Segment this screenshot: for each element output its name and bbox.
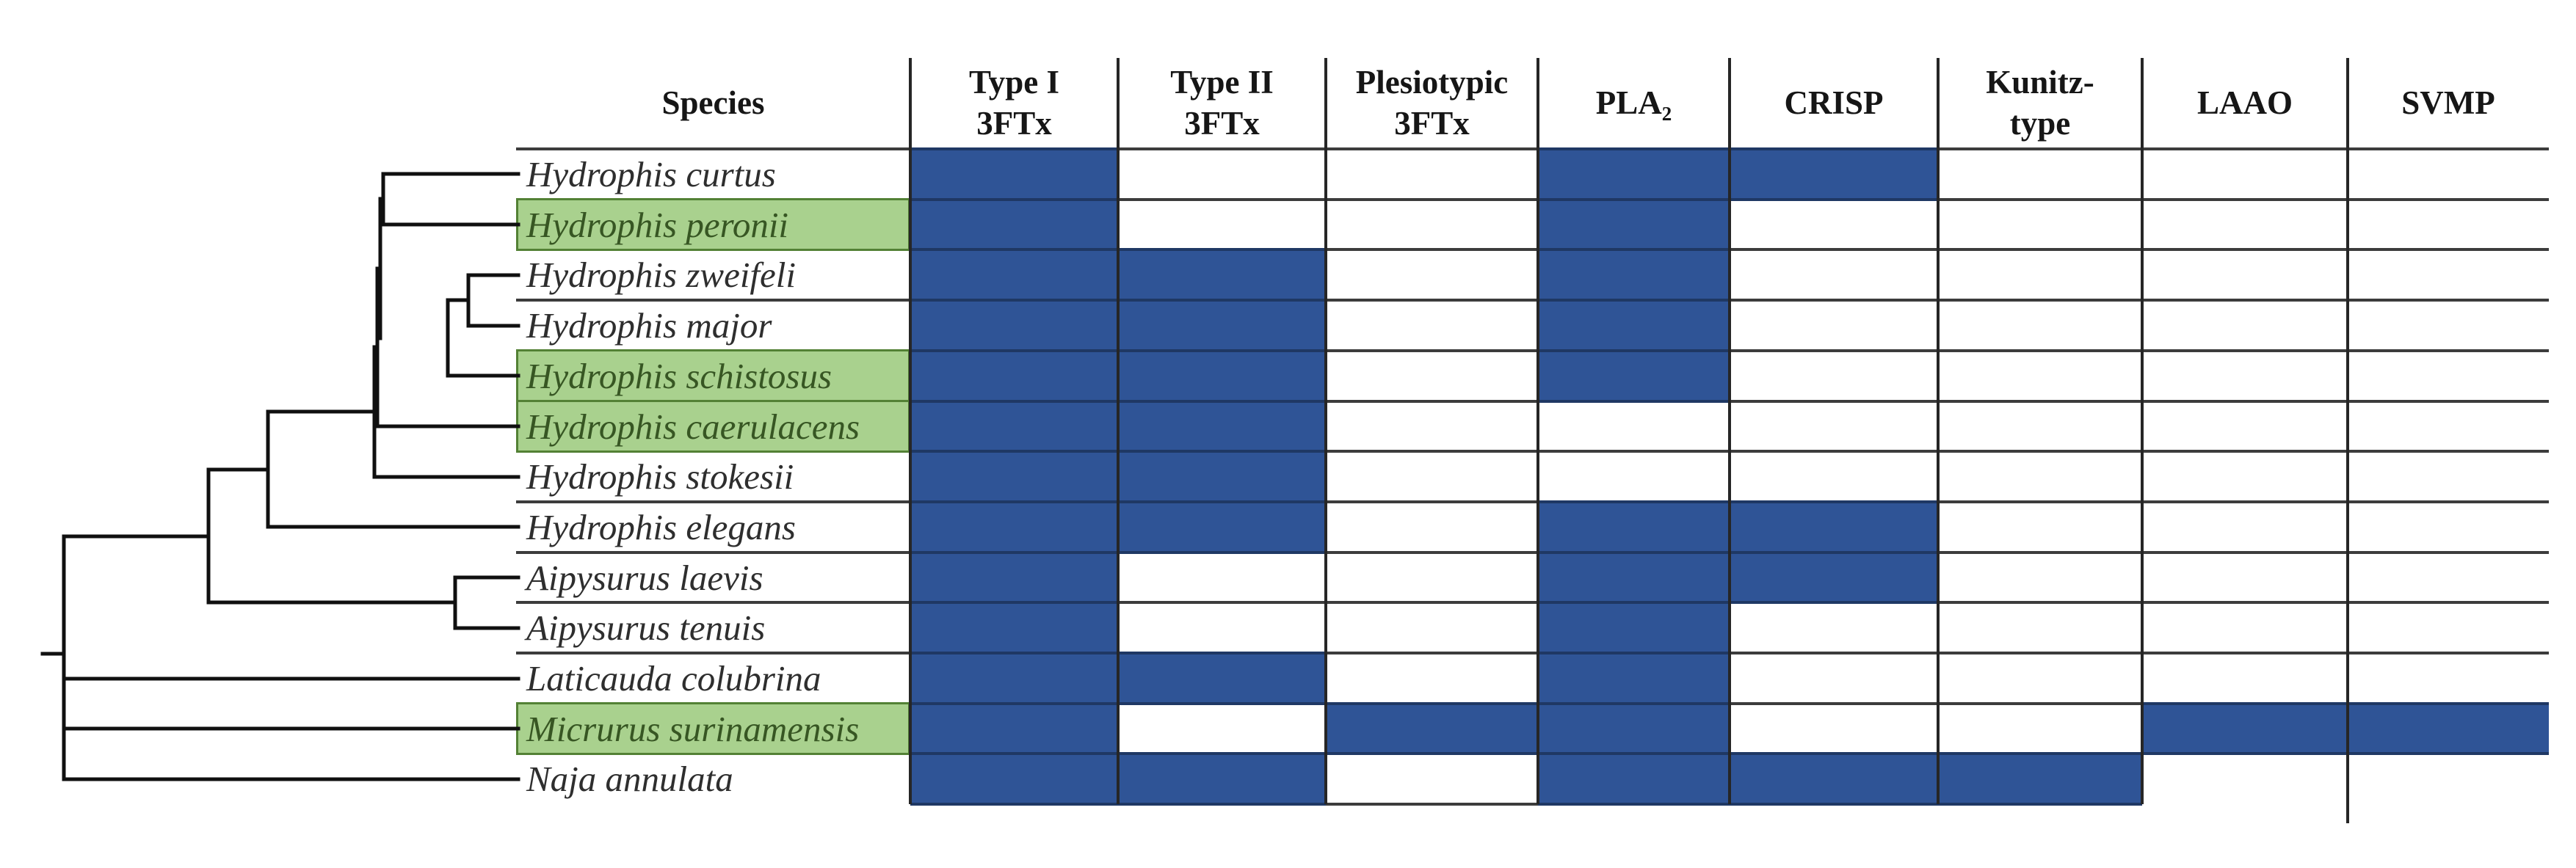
column-divider <box>1728 58 1731 804</box>
column-header-crisp: CRISP <box>1687 60 1981 145</box>
presence-cell-type1-3ftx <box>910 601 1118 654</box>
row-separator-line <box>516 198 2549 201</box>
presence-cell-plesiotypic-3ftx <box>1326 702 1538 755</box>
species-label: Laticauda colubrina <box>526 658 821 699</box>
presence-cell-pla2 <box>1538 551 1730 604</box>
species-label: Naja annulata <box>526 759 733 799</box>
column-header-plesiotypic-3ftx: Plesiotypic 3FTx <box>1285 60 1579 145</box>
presence-cell-pla2 <box>1538 601 1730 654</box>
presence-cell-type1-3ftx <box>910 147 1118 201</box>
presence-cell-type2-3ftx <box>1118 299 1326 352</box>
column-header-text: Type II <box>1170 64 1274 101</box>
presence-cell-type2-3ftx <box>1118 652 1326 705</box>
presence-cell-type2-3ftx <box>1118 349 1326 403</box>
column-divider <box>909 58 912 804</box>
presence-cell-pla2 <box>1538 198 1730 251</box>
column-header-text: PLA₂ <box>1595 84 1672 121</box>
column-divider <box>2346 58 2349 823</box>
presence-cell-pla2 <box>1538 500 1730 554</box>
column-header-text: Kunitz- <box>1986 64 2094 101</box>
presence-cell-type2-3ftx <box>1118 248 1326 302</box>
species-label: Hydrophis schistosus <box>526 356 832 396</box>
row-separator-line <box>910 803 2142 806</box>
presence-cell-pla2 <box>1538 299 1730 352</box>
presence-cell-pla2 <box>1538 349 1730 403</box>
row-separator-line <box>516 400 2549 403</box>
column-header-kunitz-type: Kunitz-type <box>1893 60 2187 145</box>
column-header-text: LAAO <box>2196 84 2293 121</box>
row-separator-line <box>516 601 2549 604</box>
presence-cell-pla2 <box>1538 702 1730 755</box>
species-label: Hydrophis caerulacens <box>526 406 860 447</box>
presence-cell-type1-3ftx <box>910 551 1118 604</box>
presence-cell-crisp <box>1730 500 1938 554</box>
presence-cell-type1-3ftx <box>910 400 1118 453</box>
column-divider <box>1937 58 1940 804</box>
column-header-text: CRISP <box>1784 84 1884 121</box>
species-label: Hydrophis major <box>526 305 772 346</box>
presence-cell-laao <box>2142 702 2348 755</box>
species-label: Hydrophis peronii <box>526 204 789 245</box>
column-divider <box>1117 58 1120 804</box>
presence-cell-type1-3ftx <box>910 450 1118 503</box>
column-header-svmp: SVMP <box>2301 60 2576 145</box>
presence-cell-type2-3ftx <box>1118 500 1326 554</box>
row-separator-line <box>516 349 2549 352</box>
column-header-laao: LAAO <box>2098 60 2392 145</box>
column-header-text: Species <box>661 84 765 121</box>
presence-cell-crisp <box>1730 752 1938 806</box>
presence-cell-pla2 <box>1538 752 1730 806</box>
column-header-type1-3ftx: Type I 3FTx <box>868 60 1161 145</box>
row-separator-line <box>516 299 2549 302</box>
presence-cell-type2-3ftx <box>1118 450 1326 503</box>
row-separator-line <box>516 450 2549 453</box>
presence-cell-type1-3ftx <box>910 652 1118 705</box>
presence-cell-type1-3ftx <box>910 500 1118 554</box>
header-underline <box>516 147 2549 150</box>
species-label: Hydrophis elegans <box>526 507 796 547</box>
column-divider <box>1536 58 1539 804</box>
presence-cell-kunitz-type <box>1938 752 2142 806</box>
presence-cell-type1-3ftx <box>910 248 1118 302</box>
presence-cell-type1-3ftx <box>910 752 1118 806</box>
column-header-pla2: PLA₂ <box>1487 60 1781 145</box>
column-header-text: Plesiotypic <box>1355 64 1509 101</box>
presence-cell-type1-3ftx <box>910 702 1118 755</box>
species-label: Micrurus surinamensis <box>526 708 860 749</box>
presence-cell-pla2 <box>1538 652 1730 705</box>
column-header-text: 3FTx <box>1184 105 1260 142</box>
column-divider <box>1324 58 1327 804</box>
row-separator-line <box>516 652 2549 654</box>
presence-cell-crisp <box>1730 551 1938 604</box>
species-label: Aipysurus laevis <box>526 557 763 598</box>
species-label: Hydrophis stokesii <box>526 456 794 497</box>
presence-cell-type2-3ftx <box>1118 752 1326 806</box>
column-divider <box>2141 58 2144 804</box>
column-header-text: 3FTx <box>976 105 1052 142</box>
column-header-text: SVMP <box>2401 84 2495 121</box>
row-separator-line <box>516 500 2549 503</box>
column-header-type2-3ftx: Type II 3FTx <box>1075 60 1369 145</box>
column-header-text: Type I <box>969 64 1059 101</box>
presence-cell-type1-3ftx <box>910 198 1118 251</box>
presence-cell-pla2 <box>1538 147 1730 201</box>
presence-cell-type1-3ftx <box>910 349 1118 403</box>
species-highlight-box <box>516 400 910 453</box>
species-highlight-box <box>516 198 910 251</box>
species-label: Aipysurus tenuis <box>526 608 766 648</box>
column-header-text: type <box>2009 105 2071 142</box>
presence-cell-type2-3ftx <box>1118 400 1326 453</box>
species-label: Hydrophis curtus <box>526 154 776 194</box>
column-header-species: Species <box>567 60 860 145</box>
species-label: Hydrophis zweifeli <box>526 255 797 295</box>
presence-cell-svmp <box>2348 702 2549 755</box>
species-highlight-box <box>516 702 910 755</box>
row-separator-line <box>516 551 2549 554</box>
presence-cell-crisp <box>1730 147 1938 201</box>
presence-cell-pla2 <box>1538 248 1730 302</box>
column-header-text: 3FTx <box>1394 105 1470 142</box>
presence-cell-type1-3ftx <box>910 299 1118 352</box>
row-separator-line <box>516 248 2549 251</box>
